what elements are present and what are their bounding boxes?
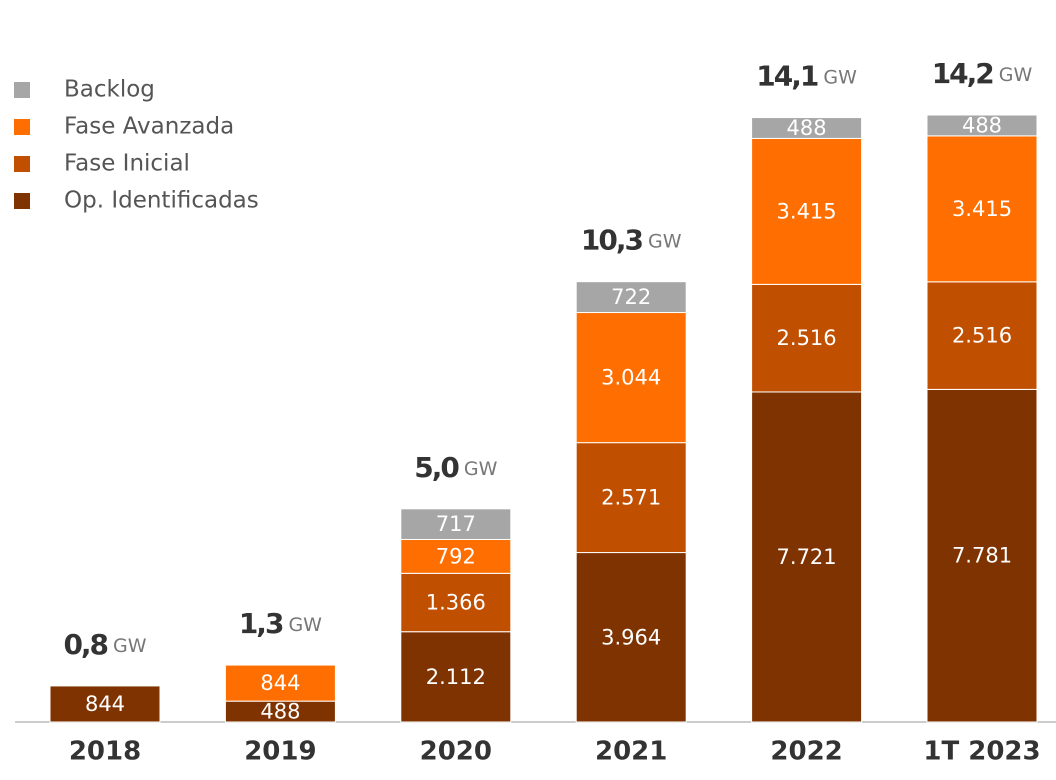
value-label: 2.516 xyxy=(952,324,1012,348)
x-tick-label: 2020 xyxy=(420,737,492,767)
value-label: 3.415 xyxy=(952,197,1012,221)
legend-label: Backlog xyxy=(64,77,155,103)
value-label: 488 xyxy=(787,116,827,140)
total-unit: GW xyxy=(999,64,1033,86)
total-unit: GW xyxy=(823,66,857,88)
legend-swatch xyxy=(14,82,30,98)
x-tick-label: 1T 2023 xyxy=(923,737,1040,767)
total-value: 10,3 xyxy=(581,224,643,257)
x-tick-label: 2022 xyxy=(770,737,842,767)
value-label: 2.516 xyxy=(777,326,837,350)
bar-segment xyxy=(926,114,1038,137)
value-label: 3.415 xyxy=(777,199,837,223)
value-label: 844 xyxy=(260,671,300,695)
bar-segment xyxy=(400,508,512,540)
bar-segment xyxy=(400,631,512,723)
total-label: 14,2 GW xyxy=(932,57,1033,90)
total-value: 14,1 xyxy=(756,60,818,93)
total-unit: GW xyxy=(648,230,682,252)
bar-segment xyxy=(400,572,512,633)
legend-swatch xyxy=(14,193,30,209)
total-value: 1,3 xyxy=(239,607,283,640)
total-value: 5,0 xyxy=(414,451,459,484)
bar-segment xyxy=(926,388,1038,723)
value-label: 2.112 xyxy=(426,665,486,689)
bar-segment xyxy=(751,137,863,285)
total-value: 0,8 xyxy=(63,628,107,661)
total-unit: GW xyxy=(113,634,147,656)
value-label: 844 xyxy=(85,692,125,716)
bar-segment xyxy=(575,552,687,723)
legend-label: Op. Identificadas xyxy=(64,188,259,214)
legend-swatch xyxy=(14,119,30,135)
value-label: 7.781 xyxy=(952,544,1012,568)
total-unit: GW xyxy=(288,614,322,636)
bar-segment xyxy=(926,135,1038,283)
total-label: 5,0 GW xyxy=(414,451,497,484)
value-label: 488 xyxy=(260,700,300,724)
total-label: 14,1 GW xyxy=(756,60,857,93)
x-tick-label: 2018 xyxy=(69,737,141,767)
bar-segment xyxy=(926,281,1038,390)
bar-segment xyxy=(751,391,863,723)
bar-segment xyxy=(751,283,863,393)
x-tick-label: 2019 xyxy=(244,737,316,767)
total-value: 14,2 xyxy=(932,57,994,90)
bar-segment xyxy=(224,664,336,702)
value-label: 3.044 xyxy=(601,366,661,390)
bar-segment xyxy=(575,281,687,314)
total-label: 1,3 GW xyxy=(239,607,322,640)
value-label: 722 xyxy=(611,285,651,309)
value-label: 488 xyxy=(962,113,1002,137)
total-label: 10,3 GW xyxy=(581,224,682,257)
total-unit: GW xyxy=(464,457,498,479)
bar-segment xyxy=(751,117,863,139)
legend-swatch xyxy=(14,156,30,172)
bar-segment xyxy=(49,685,161,723)
value-label: 3.964 xyxy=(601,625,661,649)
value-label: 1.366 xyxy=(426,591,486,615)
bar-segment xyxy=(575,312,687,444)
bar-segment xyxy=(575,442,687,554)
value-label: 792 xyxy=(436,544,476,568)
value-label: 717 xyxy=(436,512,476,536)
bar-segment xyxy=(400,538,512,574)
legend-label: Fase Inicial xyxy=(64,151,190,177)
value-label: 7.721 xyxy=(777,545,837,569)
total-label: 0,8 GW xyxy=(63,628,146,661)
value-label: 2.571 xyxy=(601,486,661,510)
x-tick-label: 2021 xyxy=(595,737,667,767)
legend-label: Fase Avanzada xyxy=(64,114,234,140)
